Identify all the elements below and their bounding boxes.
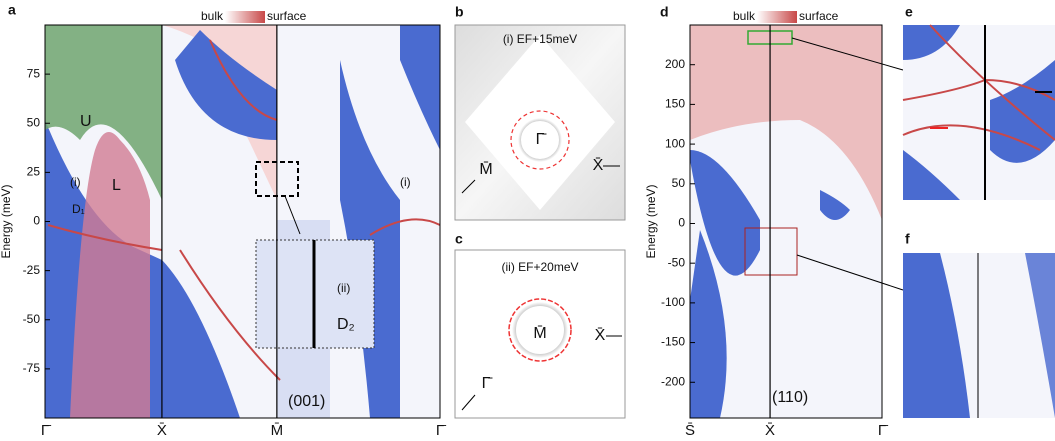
annotation: D₁ [72,202,85,216]
y-axis-label: Energy (meV) [0,184,13,258]
panel-title: (ii) EF+20meV [501,260,578,274]
y-tick-label: -50 [668,255,686,269]
annotation: D₂ [337,316,355,333]
x-tick-label: X̄ [765,422,775,439]
y-tick-label: 50 [672,176,686,190]
colorbar-label: bulk [733,9,756,23]
y-tick-label: -25 [23,263,41,277]
colorbar-label: bulk [201,9,224,23]
y-tick-label: -150 [661,335,685,349]
annotation: (i) [400,175,411,189]
x-tick-label: M̄ [271,422,284,439]
y-tick-label: 75 [27,66,41,80]
colorbar [225,11,265,23]
panel-e-image [902,24,1055,200]
panel-label: d [660,4,669,20]
panel-label: c [455,231,463,247]
annotation: U [80,113,92,130]
annotation: X̄ [593,157,604,174]
y-axis-label: Energy (meV) [644,184,658,258]
panel-label: b [455,4,464,20]
x-tick-label: Γ̄ [878,422,888,439]
y-tick-label: -100 [661,295,685,309]
plot-frame [689,24,883,419]
annotation: Γ̄ [482,375,494,392]
x-tick-label: X̄ [157,422,167,439]
y-tick-label: 0 [678,216,685,230]
colorbar-label: surface [799,9,839,23]
annotation: M̄ [479,161,492,178]
colorbar [757,11,797,23]
panel-label: f [905,231,910,247]
y-tick-label: 50 [27,115,41,129]
panel-label: a [8,2,16,18]
panel-f-image [903,253,1055,418]
panel-c-image [454,249,626,419]
x-tick-label: Γ̄ [436,422,446,439]
x-tick-label: Γ̄ [41,422,51,439]
y-tick-label: 25 [27,165,41,179]
panel-b-image [454,24,626,221]
annotation: (ii) [337,281,350,295]
y-tick-label: 200 [665,57,685,71]
y-tick-label: -200 [661,374,685,388]
panel-a-image [45,25,441,418]
y-tick-label: -75 [23,361,41,375]
y-tick-label: -50 [23,312,41,326]
x-tick-label: S̄ [685,422,695,439]
panel-label: e [905,4,913,20]
y-tick-label: 0 [33,214,40,228]
annotation: (i) [70,175,81,189]
y-tick-label: 150 [665,97,685,111]
annotation: (110) [772,389,808,406]
annotation: Γ̄ [536,131,548,148]
colorbar-label: surface [267,9,307,23]
annotation: X̄ [595,327,606,344]
annotation: (001) [288,393,325,410]
panel-title: (i) EF+15meV [503,32,577,46]
panel-d-image [690,25,904,418]
annotation: L [112,177,121,194]
annotation: M̄ [533,325,546,342]
y-tick-label: 100 [665,136,685,150]
